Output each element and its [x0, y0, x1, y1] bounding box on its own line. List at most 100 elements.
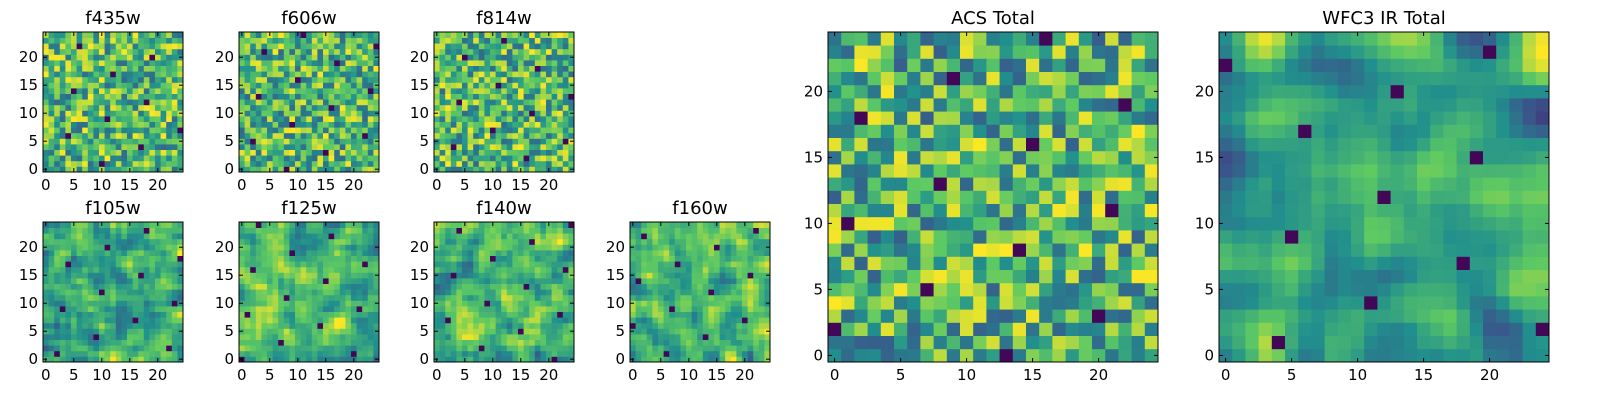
heatmap-cell	[76, 127, 83, 134]
heatmap-cell	[127, 121, 133, 128]
heatmap-cell	[450, 306, 457, 312]
heatmap-cell	[104, 289, 111, 296]
heatmap-cell	[110, 272, 117, 279]
heatmap-cell	[719, 345, 726, 352]
heatmap-cell	[87, 306, 94, 312]
heatmap-cell	[546, 88, 552, 94]
heatmap-cell	[456, 138, 463, 145]
heatmap-cell	[540, 138, 547, 145]
heatmap-cell	[907, 190, 921, 204]
heatmap-cell	[669, 278, 676, 284]
heatmap-cell	[289, 144, 296, 150]
heatmap-cell	[261, 266, 268, 273]
heatmap-cell	[93, 255, 100, 262]
heatmap-cell	[658, 227, 664, 234]
heatmap-cell	[512, 289, 519, 296]
heatmap-cell	[138, 278, 145, 284]
heatmap-cell	[93, 93, 100, 100]
heatmap-cell	[697, 311, 704, 318]
heatmap-cell	[99, 65, 105, 72]
heatmap-cell	[450, 88, 457, 94]
heatmap-cell	[373, 294, 380, 301]
heatmap-cell	[171, 261, 178, 268]
heatmap-cell	[753, 261, 760, 268]
heatmap-cell	[356, 121, 363, 128]
heatmap-cell	[658, 311, 664, 318]
heatmap-cell	[523, 127, 530, 134]
heatmap-cell	[562, 93, 569, 100]
heatmap-cell	[244, 144, 251, 150]
heatmap-cell	[356, 300, 363, 307]
heatmap-cell	[467, 144, 474, 150]
heatmap-cell	[512, 65, 519, 72]
heatmap-cell	[362, 71, 369, 78]
heatmap-cell	[177, 32, 184, 38]
heatmap-cell	[506, 88, 513, 94]
heatmap-cell	[300, 160, 307, 167]
heatmap-cell	[529, 60, 536, 66]
heatmap-cell	[59, 127, 66, 134]
heatmap-cell	[841, 335, 855, 350]
heatmap-cell	[143, 65, 150, 72]
heatmap-cell	[450, 160, 457, 167]
heatmap-cell	[71, 238, 77, 245]
heatmap-cell	[758, 238, 765, 245]
heatmap-cell	[43, 306, 49, 312]
heatmap-cell	[557, 104, 564, 111]
heatmap-cell	[450, 300, 457, 307]
heatmap-cell	[540, 155, 547, 162]
y-tick-label: 10	[215, 294, 234, 312]
heatmap-cell	[110, 345, 117, 352]
x-tick-label: 0	[432, 176, 442, 194]
heatmap-cell	[894, 177, 908, 191]
heatmap-cell	[76, 266, 83, 273]
heatmap-cell	[143, 227, 150, 234]
heatmap-cell	[65, 149, 72, 156]
heatmap-cell	[725, 272, 732, 279]
heatmap-cell	[445, 345, 452, 352]
heatmap-cell	[646, 306, 653, 312]
heatmap-cell	[283, 76, 290, 83]
heatmap-cell	[674, 278, 681, 284]
heatmap-cell	[641, 328, 648, 335]
heatmap-cell	[59, 339, 66, 346]
heatmap-cell	[306, 266, 313, 273]
heatmap-cell	[680, 350, 687, 357]
heatmap-cell	[518, 317, 524, 324]
heatmap-cell	[93, 283, 100, 290]
heatmap-cell	[450, 294, 457, 301]
heatmap-cell	[641, 322, 648, 329]
heatmap-cell	[143, 350, 150, 357]
heatmap-cell	[323, 71, 329, 78]
heatmap-cell	[362, 300, 369, 307]
heatmap-cell	[104, 238, 111, 245]
heatmap-cell	[669, 255, 676, 262]
heatmap-cell	[501, 76, 508, 83]
heatmap-cell	[933, 322, 948, 336]
heatmap-cell	[171, 294, 178, 301]
heatmap-cell	[255, 222, 262, 228]
y-tick-label: 5	[224, 132, 234, 150]
heatmap-cell	[345, 255, 352, 262]
heatmap-cell	[960, 309, 974, 323]
heatmap-cell	[529, 116, 536, 122]
heatmap-cell	[267, 37, 273, 44]
heatmap-cell	[467, 104, 474, 111]
heatmap-cell	[317, 54, 324, 61]
heatmap-cell	[568, 60, 575, 66]
heatmap-cell	[166, 222, 173, 228]
heatmap-cell	[562, 322, 569, 329]
x-tick-label: 15	[120, 176, 139, 194]
heatmap-cell	[652, 272, 659, 279]
heatmap-cell	[155, 71, 161, 78]
heatmap-cell	[506, 227, 513, 234]
heatmap-cell	[317, 345, 324, 352]
heatmap-cell	[658, 350, 664, 357]
heatmap-cell	[278, 82, 285, 89]
heatmap-cell	[155, 116, 161, 122]
heatmap-cell	[490, 278, 496, 284]
heatmap-cell	[283, 155, 290, 162]
heatmap-cell	[523, 160, 530, 167]
heatmap-cell	[351, 289, 357, 296]
